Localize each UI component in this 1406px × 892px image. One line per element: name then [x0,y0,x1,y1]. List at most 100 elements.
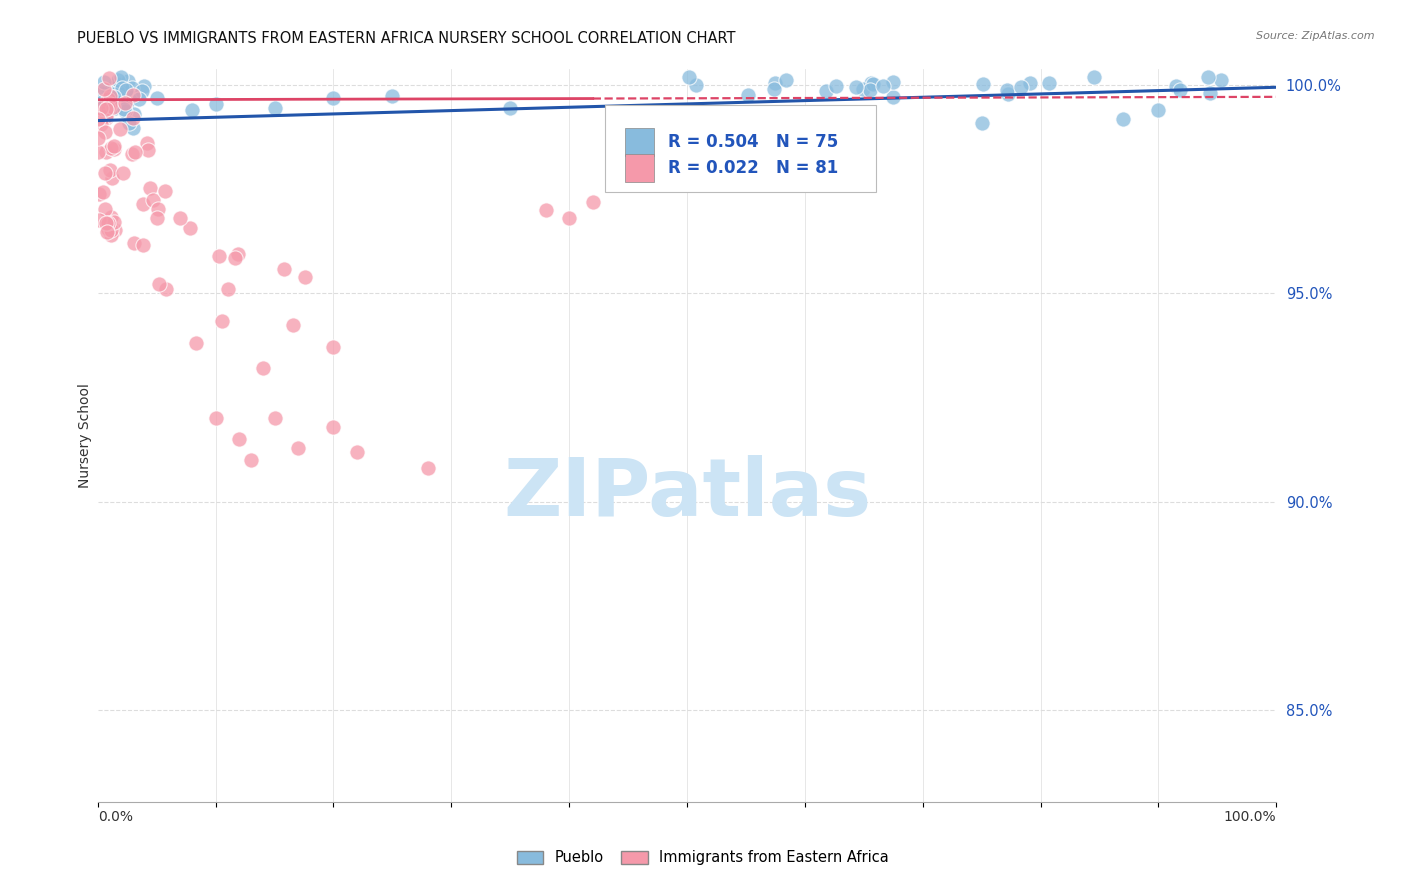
Point [111,81,134,95]
Point [153,185,176,199]
Point [104,92,127,106]
Point [105,78,128,92]
Point [98,96,121,111]
Point [118,116,141,130]
Point [416,461,439,475]
Point [90,95,112,109]
Point [111,166,134,180]
Point [97,101,120,115]
Point [775,73,797,87]
Point [121,121,143,136]
Point [1197,70,1219,85]
Point [852,82,875,96]
Point [882,89,904,103]
Point [148,202,170,217]
Text: PUEBLO VS IMMIGRANTS FROM EASTERN AFRICA NURSERY SCHOOL CORRELATION CHART: PUEBLO VS IMMIGRANTS FROM EASTERN AFRICA… [77,31,735,46]
Point [121,87,143,102]
Point [91,186,114,200]
Point [89,187,111,202]
Point [132,197,155,211]
Point [859,83,882,97]
Point [322,91,344,105]
Point [100,210,122,224]
Point [121,81,143,95]
Point [763,82,786,96]
Point [98,163,121,178]
Point [100,228,122,243]
Point [1198,87,1220,101]
Point [100,80,122,95]
Point [122,107,145,121]
Point [89,213,111,227]
Point [96,94,118,108]
Y-axis label: Nursery School: Nursery School [79,383,93,488]
Point [115,83,138,97]
Point [101,170,124,185]
Point [94,102,117,116]
Point [104,101,127,115]
Point [87,112,110,127]
Point [737,87,759,102]
Point [94,111,117,125]
Point [107,85,129,99]
Point [1038,76,1060,90]
Point [90,117,112,131]
Point [1147,103,1170,118]
Point [558,211,581,226]
Point [121,147,143,161]
Point [136,143,159,157]
Point [181,103,204,118]
Point [1083,70,1105,84]
Point [114,104,136,119]
Point [103,90,125,104]
Legend: Pueblo, Immigrants from Eastern Africa: Pueblo, Immigrants from Eastern Africa [510,845,896,871]
Point [211,314,233,328]
Point [96,216,118,230]
Text: 0.0%: 0.0% [98,810,132,824]
Point [184,336,207,351]
Point [132,238,155,252]
FancyBboxPatch shape [605,105,876,192]
Point [107,97,129,112]
Point [208,249,231,263]
Point [98,70,121,85]
Point [98,218,121,232]
Point [87,130,110,145]
Point [136,136,159,151]
Point [1018,76,1040,90]
Point [124,145,146,159]
Point [103,142,125,156]
Point [103,78,125,92]
Point [98,88,121,103]
Point [204,97,226,112]
Point [90,101,112,115]
Point [815,83,838,97]
Point [121,87,143,101]
Point [872,79,894,94]
Point [110,87,132,102]
Point [860,76,883,90]
Point [995,82,1018,96]
Point [100,223,122,237]
Point [101,99,124,113]
Point [685,78,707,93]
Point [287,441,309,455]
Point [148,277,170,291]
Point [1170,83,1192,97]
Point [100,141,122,155]
Point [824,78,846,93]
Point [294,269,316,284]
Point [97,222,120,236]
Text: Source: ZipAtlas.com: Source: ZipAtlas.com [1257,31,1375,41]
Point [1112,112,1135,126]
Point [817,107,839,121]
Point [104,223,127,237]
Point [121,89,143,103]
Point [224,251,246,265]
Point [252,361,274,376]
Point [972,77,994,91]
Point [155,281,177,295]
Point [273,261,295,276]
Point [91,87,114,101]
Point [94,145,117,160]
